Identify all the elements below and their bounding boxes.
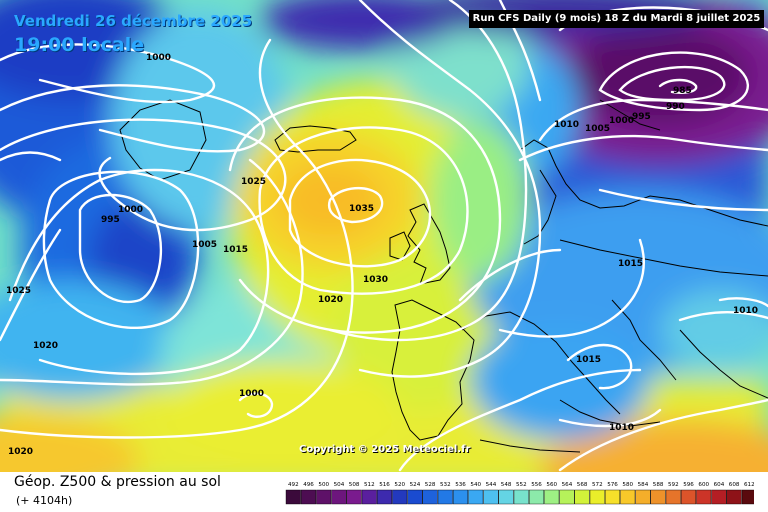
scale-swatch xyxy=(361,489,377,505)
scale-tick-label: 596 xyxy=(683,482,694,488)
scale-tick-label: 524 xyxy=(410,482,421,488)
scale-swatch xyxy=(483,489,499,505)
pressure-label: 1020 xyxy=(33,341,58,351)
scale-swatch xyxy=(741,489,754,505)
color-scale: 492 496 500 504 508 512 516 520 524 528 532 536 540 5… xyxy=(285,482,754,505)
scale-tick-label: 572 xyxy=(592,482,603,488)
scale-swatch xyxy=(605,489,621,505)
pressure-label: 1020 xyxy=(8,447,33,457)
scale-swatch xyxy=(437,489,453,505)
pressure-label: 1035 xyxy=(349,204,374,214)
isobars xyxy=(0,0,768,472)
scale-swatch xyxy=(711,489,727,505)
scale-swatch xyxy=(726,489,742,505)
scale-swatch xyxy=(422,489,438,505)
pressure-label: 1000 xyxy=(609,116,634,126)
scale-swatch xyxy=(301,489,317,505)
scale-tick-label: 552 xyxy=(516,482,527,488)
scale-swatch xyxy=(635,489,651,505)
scale-tick-label: 520 xyxy=(394,482,405,488)
pressure-label: 1005 xyxy=(585,124,610,134)
scale-tick-label: 592 xyxy=(668,482,679,488)
copyright: Copyright © 2025 Meteociel.fr xyxy=(299,444,471,455)
scale-tick-label: 532 xyxy=(440,482,451,488)
scale-swatch xyxy=(528,489,544,505)
product-title: Géop. Z500 & pression au sol xyxy=(14,474,221,490)
pressure-label: 995 xyxy=(101,215,120,225)
scale-swatch xyxy=(285,489,301,505)
scale-tick-label: 556 xyxy=(531,482,542,488)
scale-swatch xyxy=(331,489,347,505)
scale-tick-label: 564 xyxy=(562,482,573,488)
scale-tick-label: 604 xyxy=(714,482,725,488)
scale-tick-label: 544 xyxy=(486,482,497,488)
pressure-label: 1010 xyxy=(554,120,579,130)
scale-tick-label: 508 xyxy=(349,482,360,488)
pressure-label: 1000 xyxy=(239,389,264,399)
pressure-label: 1025 xyxy=(6,286,31,296)
scale-swatch xyxy=(407,489,423,505)
scale-tick-label: 580 xyxy=(622,482,633,488)
scale-tick-label: 600 xyxy=(698,482,709,488)
pressure-label: 1010 xyxy=(733,306,758,316)
scale-tick-label: 516 xyxy=(379,482,390,488)
scale-tick-label: 608 xyxy=(729,482,740,488)
scale-swatch xyxy=(589,489,605,505)
scale-tick-label: 560 xyxy=(546,482,557,488)
scale-tick-label: 588 xyxy=(653,482,664,488)
lead-time: (+ 4104h) xyxy=(16,494,73,507)
scale-swatch xyxy=(392,489,408,505)
run-info: Run CFS Daily (9 mois) 18 Z du Mardi 8 j… xyxy=(469,10,764,28)
scale-swatch xyxy=(681,489,697,505)
scale-tick-label: 512 xyxy=(364,482,375,488)
scale-tick-label: 504 xyxy=(334,482,345,488)
scale-swatch xyxy=(544,489,560,505)
pressure-label: 1025 xyxy=(241,177,266,187)
pressure-labels: 1000 985 990 995 1000 1005 1010 1025 103… xyxy=(6,53,758,457)
scale-tick-label: 496 xyxy=(303,482,314,488)
scale-swatch xyxy=(665,489,681,505)
pressure-label: 1015 xyxy=(576,355,601,365)
scale-tick-label: 584 xyxy=(638,482,649,488)
scale-swatch xyxy=(452,489,468,505)
pressure-label: 990 xyxy=(666,102,685,112)
pressure-label: 995 xyxy=(632,112,651,122)
map-canvas: 1000 985 990 995 1000 1005 1010 1025 103… xyxy=(0,0,768,472)
scale-swatch xyxy=(513,489,529,505)
coastlines xyxy=(119,99,768,453)
scale-swatch xyxy=(574,489,590,505)
scale-tick-label: 536 xyxy=(455,482,466,488)
scale-swatch xyxy=(650,489,666,505)
pressure-label: 1010 xyxy=(609,423,634,433)
pressure-label: 1000 xyxy=(118,205,143,215)
scale-swatch xyxy=(498,489,514,505)
scale-swatch xyxy=(346,489,362,505)
local-time: 19:00 locale xyxy=(14,34,145,56)
scale-swatch xyxy=(376,489,392,505)
pressure-label: 1020 xyxy=(318,295,343,305)
scale-tick-label: 576 xyxy=(607,482,618,488)
scale-tick-label: 612 xyxy=(744,482,754,488)
scale-tick-label: 500 xyxy=(318,482,329,488)
scale-tick-label: 568 xyxy=(577,482,588,488)
pressure-label: 1030 xyxy=(363,275,388,285)
pressure-label: 1015 xyxy=(618,259,643,269)
scale-tick-label: 540 xyxy=(470,482,481,488)
scale-swatch xyxy=(468,489,484,505)
scale-swatch xyxy=(316,489,332,505)
pressure-label: 985 xyxy=(673,86,692,96)
scale-tick-label: 528 xyxy=(425,482,436,488)
valid-date: Vendredi 26 décembre 2025 xyxy=(14,12,253,30)
pressure-label: 1015 xyxy=(223,245,248,255)
scale-tick-label: 548 xyxy=(501,482,512,488)
scale-tick-label: 492 xyxy=(288,482,299,488)
scale-swatch xyxy=(559,489,575,505)
pressure-label: 1000 xyxy=(146,53,171,63)
scale-swatch xyxy=(620,489,636,505)
scale-swatch xyxy=(696,489,712,505)
pressure-label: 1005 xyxy=(192,240,217,250)
